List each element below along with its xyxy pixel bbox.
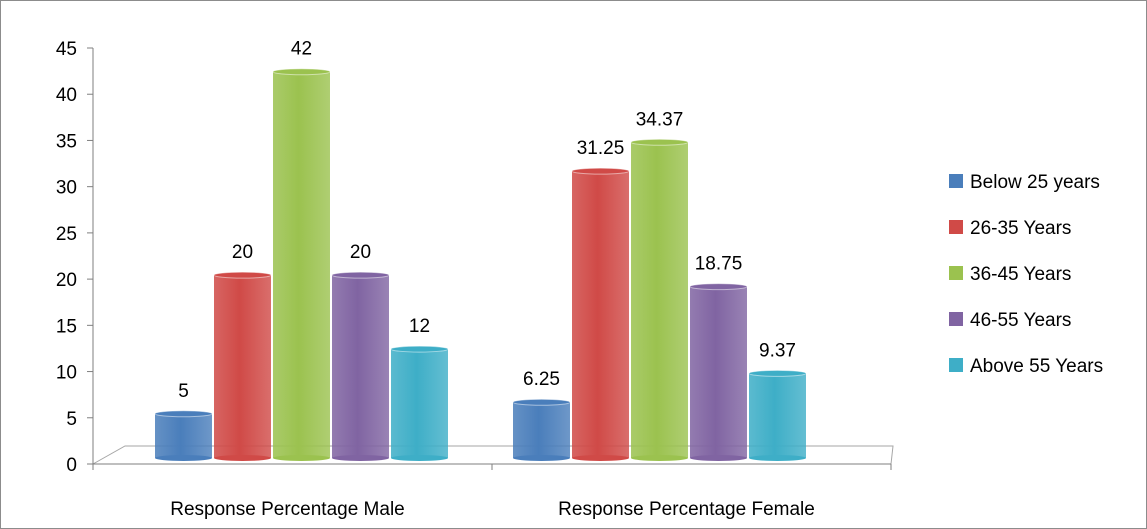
data-labels: 5 20 42 20 12 6.25 31.25 34.37 18.75 9.37 bbox=[178, 39, 796, 402]
legend-swatch bbox=[949, 266, 963, 280]
legend-item: Above 55 Years bbox=[949, 356, 1103, 377]
y-tick-label: 0 bbox=[66, 455, 77, 476]
data-label: 6.25 bbox=[523, 369, 560, 390]
data-label: 20 bbox=[350, 242, 371, 263]
legend: Below 25 years 26-35 Years 36-45 Years 46-5… bbox=[949, 172, 1103, 377]
data-label: 5 bbox=[178, 381, 189, 402]
legend-swatch bbox=[949, 312, 963, 326]
legend-label: 46-55 Years bbox=[970, 310, 1071, 331]
bars bbox=[154, 68, 807, 461]
x-category-label: Response Percentage Male bbox=[170, 499, 404, 520]
x-axis-labels: Response Percentage Male Response Percent… bbox=[170, 499, 815, 520]
bar-below-25-years-male bbox=[154, 410, 213, 461]
bar-below-25-years-female bbox=[512, 398, 571, 461]
bar-above-55-years-female bbox=[748, 369, 807, 461]
y-tick-label: 40 bbox=[56, 85, 77, 106]
legend-item: 26-35 Years bbox=[949, 218, 1071, 239]
legend-item: 36-45 Years bbox=[949, 264, 1071, 285]
x-category-label: Response Percentage Female bbox=[558, 499, 815, 520]
legend-label: 36-45 Years bbox=[970, 264, 1071, 285]
y-tick-label: 20 bbox=[56, 270, 77, 291]
y-tick-label: 5 bbox=[66, 409, 77, 430]
legend-swatch bbox=[949, 358, 963, 372]
y-tick-label: 15 bbox=[56, 316, 77, 337]
data-label: 20 bbox=[232, 242, 253, 263]
legend-label: Above 55 Years bbox=[970, 356, 1103, 377]
bar-26-35-years-female bbox=[571, 167, 630, 461]
legend-swatch bbox=[949, 220, 963, 234]
bar-36-45-years-female bbox=[630, 138, 689, 461]
y-tick-label: 45 bbox=[56, 39, 77, 60]
data-label: 18.75 bbox=[695, 254, 743, 275]
legend-item: Below 25 years bbox=[949, 172, 1100, 193]
legend-item: 46-55 Years bbox=[949, 310, 1071, 331]
y-tick-label: 30 bbox=[56, 178, 77, 199]
bar-26-35-years-male bbox=[213, 271, 272, 461]
data-label: 34.37 bbox=[636, 109, 684, 130]
data-label: 42 bbox=[291, 39, 312, 60]
data-label: 12 bbox=[409, 316, 430, 337]
y-tick-label: 25 bbox=[56, 224, 77, 245]
bar-46-55-years-female bbox=[689, 283, 748, 461]
y-tick-label: 10 bbox=[56, 363, 77, 384]
data-label: 9.37 bbox=[759, 340, 796, 361]
legend-swatch bbox=[949, 174, 963, 188]
data-label: 31.25 bbox=[577, 138, 625, 159]
y-axis: 0 5 10 15 20 25 30 35 40 45 bbox=[56, 39, 892, 476]
bar-36-45-years-male bbox=[272, 68, 331, 461]
legend-label: Below 25 years bbox=[970, 172, 1100, 193]
y-tick-label: 35 bbox=[56, 131, 77, 152]
bar-above-55-years-male bbox=[390, 345, 449, 461]
legend-label: 26-35 Years bbox=[970, 218, 1071, 239]
bar-46-55-years-male bbox=[331, 271, 390, 461]
